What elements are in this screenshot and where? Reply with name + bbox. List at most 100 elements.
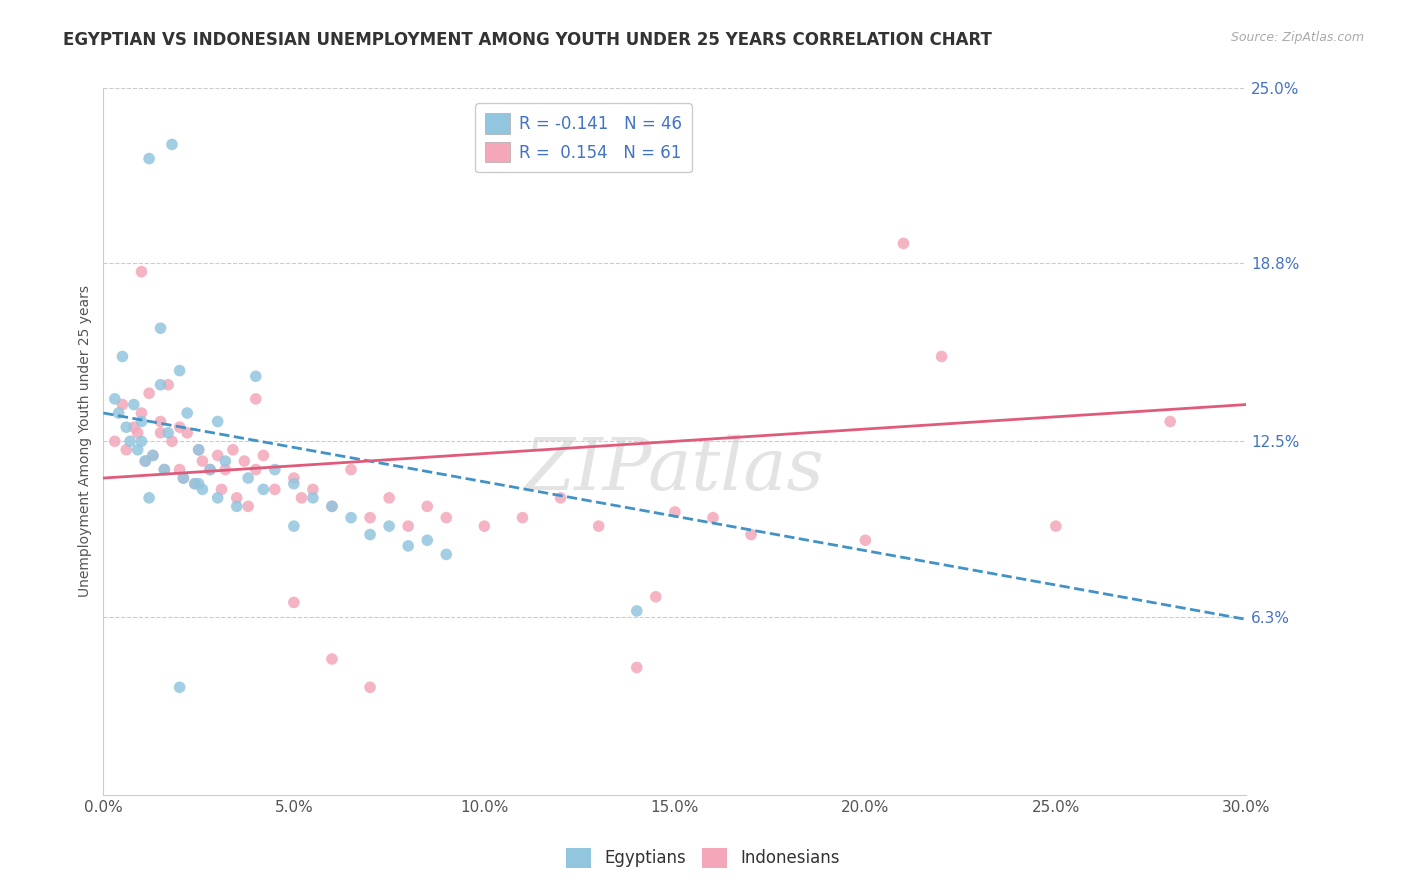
Point — [283, 595, 305, 609]
Point — [127, 442, 149, 457]
Point — [122, 398, 145, 412]
Point — [184, 476, 207, 491]
Point — [238, 500, 260, 514]
Point — [396, 539, 419, 553]
Point — [644, 590, 666, 604]
Point — [191, 483, 214, 497]
Point — [474, 519, 496, 533]
Point — [740, 527, 762, 541]
Point — [157, 425, 180, 440]
Point — [198, 462, 221, 476]
Point — [214, 454, 236, 468]
Point — [207, 415, 229, 429]
Point — [184, 476, 207, 491]
Point — [131, 265, 153, 279]
Point — [302, 491, 325, 505]
Point — [153, 462, 176, 476]
Point — [245, 462, 267, 476]
Legend: R = -0.141   N = 46, R =  0.154   N = 61: R = -0.141 N = 46, R = 0.154 N = 61 — [475, 103, 692, 172]
Point — [176, 406, 198, 420]
Point — [321, 652, 343, 666]
Point — [111, 350, 134, 364]
Point — [302, 483, 325, 497]
Point — [111, 398, 134, 412]
Point — [245, 392, 267, 406]
Point — [359, 527, 381, 541]
Point — [233, 454, 256, 468]
Point — [702, 510, 724, 524]
Point — [396, 519, 419, 533]
Point — [378, 491, 401, 505]
Point — [115, 442, 138, 457]
Point — [104, 392, 127, 406]
Point — [142, 449, 165, 463]
Point — [588, 519, 610, 533]
Point — [378, 519, 401, 533]
Point — [434, 548, 457, 562]
Point — [153, 462, 176, 476]
Point — [104, 434, 127, 449]
Point — [359, 680, 381, 694]
Point — [172, 471, 194, 485]
Point — [416, 533, 439, 548]
Point — [169, 462, 191, 476]
Point — [131, 415, 153, 429]
Point — [169, 680, 191, 694]
Point — [931, 350, 953, 364]
Point — [149, 415, 172, 429]
Point — [176, 425, 198, 440]
Point — [283, 471, 305, 485]
Legend: Egyptians, Indonesians: Egyptians, Indonesians — [560, 841, 846, 875]
Point — [252, 449, 274, 463]
Point — [149, 425, 172, 440]
Point — [283, 476, 305, 491]
Point — [225, 500, 247, 514]
Point — [131, 434, 153, 449]
Point — [142, 449, 165, 463]
Point — [626, 660, 648, 674]
Point — [512, 510, 534, 524]
Point — [149, 377, 172, 392]
Point — [359, 510, 381, 524]
Point — [416, 500, 439, 514]
Text: EGYPTIAN VS INDONESIAN UNEMPLOYMENT AMONG YOUTH UNDER 25 YEARS CORRELATION CHART: EGYPTIAN VS INDONESIAN UNEMPLOYMENT AMON… — [63, 31, 993, 49]
Point — [169, 363, 191, 377]
Point — [198, 462, 221, 476]
Point — [160, 137, 183, 152]
Point — [115, 420, 138, 434]
Point — [172, 471, 194, 485]
Point — [263, 462, 285, 476]
Point — [138, 491, 160, 505]
Point — [207, 449, 229, 463]
Point — [118, 434, 141, 449]
Point — [225, 491, 247, 505]
Point — [321, 500, 343, 514]
Point — [134, 454, 156, 468]
Point — [340, 510, 363, 524]
Point — [853, 533, 876, 548]
Point — [290, 491, 312, 505]
Point — [252, 483, 274, 497]
Point — [550, 491, 572, 505]
Point — [149, 321, 172, 335]
Point — [664, 505, 686, 519]
Point — [214, 462, 236, 476]
Point — [187, 442, 209, 457]
Point — [321, 500, 343, 514]
Point — [187, 442, 209, 457]
Point — [1159, 415, 1181, 429]
Point — [160, 434, 183, 449]
Point — [263, 483, 285, 497]
Point — [138, 386, 160, 401]
Point — [134, 454, 156, 468]
Point — [131, 406, 153, 420]
Point — [238, 471, 260, 485]
Point — [893, 236, 915, 251]
Point — [169, 420, 191, 434]
Point — [434, 510, 457, 524]
Point — [191, 454, 214, 468]
Point — [127, 425, 149, 440]
Point — [211, 483, 233, 497]
Text: Source: ZipAtlas.com: Source: ZipAtlas.com — [1230, 31, 1364, 45]
Point — [1045, 519, 1067, 533]
